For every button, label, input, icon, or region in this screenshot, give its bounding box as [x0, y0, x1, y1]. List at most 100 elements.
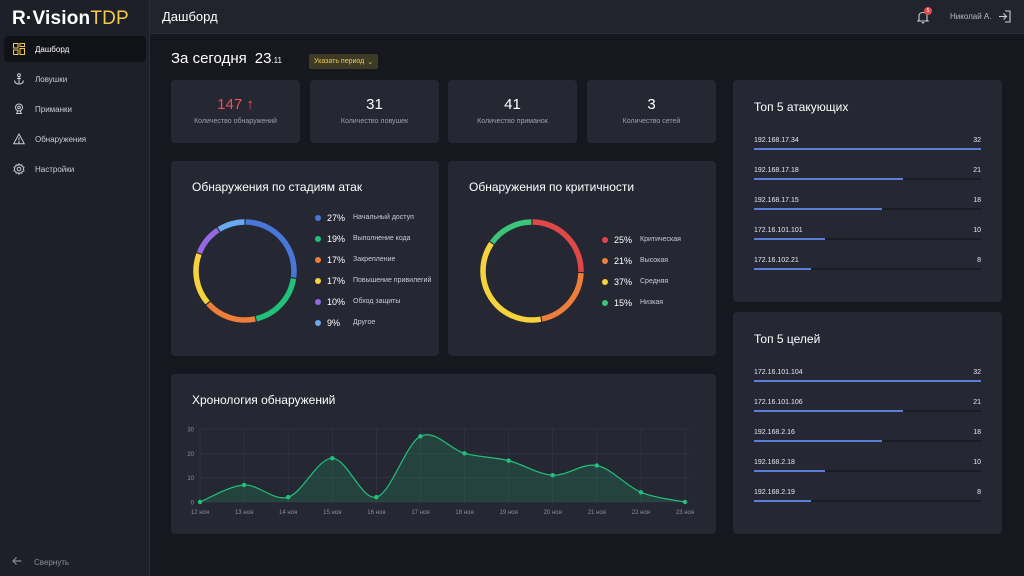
top-row-ip: 192.168.17.34	[754, 137, 799, 144]
timeline-point[interactable]	[374, 494, 379, 500]
page-title: Дашборд	[162, 9, 218, 24]
legend-label: Повышение привилегий	[353, 277, 432, 284]
stages-title: Обнаружения по стадиям атак	[192, 180, 363, 194]
timeline-point[interactable]	[330, 456, 335, 461]
top-row[interactable]: 192.168.17.18 21	[754, 167, 981, 197]
timeline-chart: 0 10 20 30 12 ноя 13 ноя 14 ноя 15 ноя 16 ноя 17 …	[187, 428, 694, 517]
legend-item[interactable]: 19% Выполнение кода	[315, 234, 431, 255]
legend-item[interactable]: 9% Другое	[315, 318, 431, 339]
timeline-point[interactable]	[418, 434, 423, 439]
arrow-left-icon	[12, 556, 22, 568]
timeline-area	[200, 434, 685, 502]
top-row[interactable]: 192.168.2.19 8	[754, 489, 981, 519]
donut-segment[interactable]	[541, 272, 584, 322]
timeline-point[interactable]	[638, 490, 644, 495]
top-row[interactable]: 172.16.101.106 21	[754, 399, 981, 429]
x-tick-label: 18 ноя	[455, 510, 473, 516]
top-row[interactable]: 192.168.17.34 32	[754, 137, 981, 167]
timeline-point[interactable]	[550, 473, 555, 478]
stat-card-detections[interactable]: 147 ↑ Количество обнаружений	[171, 80, 300, 143]
timeline-point[interactable]	[197, 499, 203, 505]
timeline-point[interactable]	[285, 494, 291, 500]
top-row-bar	[754, 440, 882, 442]
notifications-button[interactable]: 5	[916, 7, 932, 24]
severity-card: Обнаружения по критичности 25% Критическа…	[448, 161, 716, 356]
legend-item[interactable]: 17% Закрепление	[315, 255, 431, 276]
top-row[interactable]: 172.16.101.104 32	[754, 369, 981, 399]
stages-card: Обнаружения по стадиям атак 27% Начальный…	[171, 161, 439, 356]
x-tick-label: 16 ноя	[367, 510, 385, 516]
user-name[interactable]: Николай А.	[950, 12, 992, 21]
top-row[interactable]: 172.16.101.101 10	[754, 227, 981, 257]
legend-item[interactable]: 17% Повышение привилегий	[315, 276, 431, 297]
top-targets-title: Топ 5 целей	[754, 332, 821, 346]
sidebar-item-dashboard[interactable]: Дашборд	[4, 36, 146, 62]
sidebar-item-settings[interactable]: Настройки	[4, 156, 146, 182]
timeline-point[interactable]	[682, 499, 688, 505]
donut-segment[interactable]	[217, 219, 245, 232]
top-attackers-title: Топ 5 атакующих	[754, 100, 849, 114]
donut-segment[interactable]	[532, 219, 584, 273]
top-row-ip: 192.168.17.15	[754, 197, 799, 204]
top-row-value: 10	[973, 459, 981, 466]
top-row-ip: 172.16.101.104	[754, 369, 803, 376]
sidebar-item-label: Ловушки	[35, 74, 68, 84]
legend-percent: 15%	[614, 298, 633, 308]
sidebar-item-traps[interactable]: Ловушки	[4, 66, 146, 92]
legend-item[interactable]: 10% Обход защиты	[315, 297, 431, 318]
sidebar-item-label: Приманки	[35, 104, 73, 114]
top-row-value: 32	[973, 369, 981, 376]
top-row-ip: 172.16.101.101	[754, 227, 803, 234]
timeline-point[interactable]	[462, 451, 467, 456]
topbar: Дашборд 5 Николай А.	[150, 0, 1024, 34]
legend-item[interactable]: 37% Средняя	[602, 277, 681, 298]
timeline-point[interactable]	[506, 458, 511, 463]
timeline-point[interactable]	[241, 482, 247, 488]
donut-segment[interactable]	[193, 253, 210, 305]
legend-label: Критическая	[640, 236, 681, 243]
period-button[interactable]: Указать период ⌄	[309, 54, 379, 69]
donut-segment[interactable]	[206, 301, 256, 323]
sidebar-item-baits[interactable]: Приманки	[4, 96, 146, 122]
top-row-bar	[754, 238, 825, 240]
top-row[interactable]: 192.168.2.16 18	[754, 429, 981, 459]
timeline-point[interactable]	[594, 463, 600, 468]
legend-percent: 9%	[327, 318, 341, 328]
severity-donut-chart	[480, 219, 584, 323]
stat-card-networks[interactable]: 3 Количество сетей	[587, 80, 716, 143]
top-row[interactable]: 172.16.102.21 8	[754, 257, 981, 287]
legend-label: Выполнение кода	[353, 235, 411, 242]
legend-dot	[315, 215, 321, 221]
timeline-card: Хронология обнаружений 0 10 20 30 12 ноя 13 н…	[171, 374, 716, 534]
legend-item[interactable]: 27% Начальный доступ	[315, 213, 431, 234]
logout-button[interactable]	[998, 10, 1011, 23]
legend-dot	[315, 320, 321, 326]
top-row[interactable]: 192.168.2.18 10	[754, 459, 981, 489]
top-row[interactable]: 192.168.17.15 18	[754, 197, 981, 227]
top-row-value: 32	[973, 137, 981, 144]
timeline-title: Хронология обнаружений	[192, 393, 336, 407]
logout-icon	[999, 10, 1011, 23]
donut-segment[interactable]	[196, 227, 220, 255]
stat-card-baits[interactable]: 41 Количество приманок	[448, 80, 577, 143]
legend-dot	[602, 237, 608, 243]
collapse-button[interactable]: Свернуть	[12, 556, 69, 568]
donut-segment[interactable]	[255, 278, 297, 322]
y-tick-label: 20	[187, 452, 194, 458]
period-button-label: Указать период	[314, 58, 365, 65]
logo[interactable]: R·VisionTDP	[12, 8, 129, 30]
legend-percent: 19%	[327, 234, 346, 244]
top-row-bar	[754, 470, 825, 472]
top-row-bar	[754, 148, 981, 150]
stat-card-traps[interactable]: 31 Количество ловушек	[310, 80, 439, 143]
donut-segment[interactable]	[489, 219, 532, 245]
legend-item[interactable]: 21% Высокая	[602, 256, 681, 277]
top-targets-list: 172.16.101.104 32 172.16.101.106 21 192.168.…	[754, 369, 981, 519]
donut-segment[interactable]	[480, 241, 542, 323]
collapse-label: Свернуть	[34, 557, 70, 567]
donut-segment[interactable]	[245, 219, 297, 278]
legend-item[interactable]: 25% Критическая	[602, 235, 681, 256]
sidebar-item-label: Настройки	[35, 164, 75, 174]
sidebar-item-detections[interactable]: Обнаружения	[4, 126, 146, 152]
legend-item[interactable]: 15% Низкая	[602, 298, 681, 319]
